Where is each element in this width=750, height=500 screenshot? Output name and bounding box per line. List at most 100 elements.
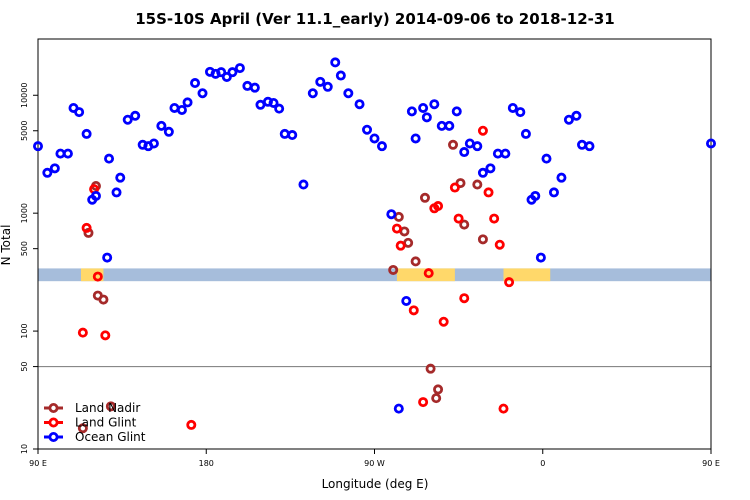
data-point: [571, 110, 582, 121]
data-point: [459, 147, 470, 158]
data-point: [77, 423, 88, 434]
data-point: [74, 107, 85, 118]
data-point: [104, 153, 115, 164]
data-point: [279, 128, 290, 139]
data-point: [541, 153, 552, 164]
data-point: [268, 97, 279, 108]
data-point: [577, 139, 588, 150]
data-point: [520, 128, 531, 139]
data-point: [163, 126, 174, 137]
data-point: [100, 330, 111, 341]
data-point: [433, 201, 444, 212]
data-point: [408, 305, 419, 316]
chart-title: 15S-10S April (Ver 11.1_early) 2014-09-0…: [135, 10, 615, 28]
data-point: [330, 57, 341, 68]
data-point: [287, 130, 298, 141]
series-land-glint: [77, 125, 515, 430]
data-point: [459, 219, 470, 230]
data-point: [548, 187, 559, 198]
plot-frame: [37, 38, 712, 450]
legend-marker: [48, 431, 59, 442]
data-point: [227, 67, 238, 78]
data-point: [418, 397, 429, 408]
x-tick-label: 90 E: [702, 459, 720, 468]
data-point: [49, 163, 60, 174]
data-points: [33, 57, 717, 434]
data-point: [90, 190, 101, 201]
data-point: [500, 148, 511, 159]
x-tick-label: 180: [199, 459, 214, 468]
data-point: [42, 167, 53, 178]
data-point: [425, 363, 436, 374]
legend-label: Land Glint: [75, 416, 137, 430]
data-point: [515, 107, 526, 118]
data-point: [498, 403, 509, 414]
data-point: [418, 102, 429, 113]
data-point: [489, 213, 500, 224]
data-point: [494, 239, 505, 250]
data-point: [477, 125, 488, 136]
data-point: [105, 401, 116, 412]
y-tick-label: 1000: [20, 203, 29, 223]
data-point: [354, 99, 365, 110]
data-point: [535, 252, 546, 263]
data-point: [122, 114, 133, 125]
data-point: [477, 167, 488, 178]
data-point: [459, 293, 470, 304]
series-land-nadir: [77, 139, 488, 434]
data-point: [115, 172, 126, 183]
data-point: [186, 419, 197, 430]
data-point: [234, 63, 245, 74]
data-point: [81, 222, 92, 233]
data-point: [197, 88, 208, 99]
data-point: [401, 295, 412, 306]
data-point: [322, 81, 333, 92]
data-point: [393, 403, 404, 414]
data-point: [449, 182, 460, 193]
data-point: [421, 112, 432, 123]
data-point: [438, 316, 449, 327]
y-tick-label: 10: [20, 444, 29, 454]
data-point: [190, 78, 201, 89]
data-point: [386, 209, 397, 220]
x-tick-label: 90 W: [364, 459, 385, 468]
data-point: [388, 264, 399, 275]
y-axis-label: N Total: [0, 225, 13, 266]
data-point: [395, 240, 406, 251]
data-point: [433, 384, 444, 395]
data-point: [33, 141, 44, 152]
legend-marker: [48, 402, 59, 413]
data-point: [242, 80, 253, 91]
data-point: [584, 141, 595, 152]
data-point: [563, 114, 574, 125]
data-point: [182, 97, 193, 108]
data-point: [221, 71, 232, 82]
data-point: [419, 192, 430, 203]
y-tick-label: 50: [20, 361, 29, 371]
x-tick-label: 0: [540, 459, 545, 468]
data-point: [369, 133, 380, 144]
data-point: [530, 190, 541, 201]
data-point: [423, 268, 434, 279]
legend-marker: [48, 417, 59, 428]
data-point: [362, 124, 373, 135]
data-point: [376, 141, 387, 152]
data-point: [176, 104, 187, 115]
data-point: [335, 70, 346, 81]
data-point: [429, 99, 440, 110]
data-point: [148, 138, 159, 149]
data-point: [477, 234, 488, 245]
data-point: [406, 106, 417, 117]
data-point: [706, 138, 717, 149]
data-point: [98, 294, 109, 305]
data-point: [216, 67, 227, 78]
data-point: [92, 271, 103, 282]
data-point: [81, 128, 92, 139]
data-point: [444, 120, 455, 131]
data-point: [343, 88, 354, 99]
x-tick-label: 90 E: [29, 459, 47, 468]
data-point: [410, 133, 421, 144]
data-point: [111, 187, 122, 198]
land-band: [503, 268, 551, 282]
